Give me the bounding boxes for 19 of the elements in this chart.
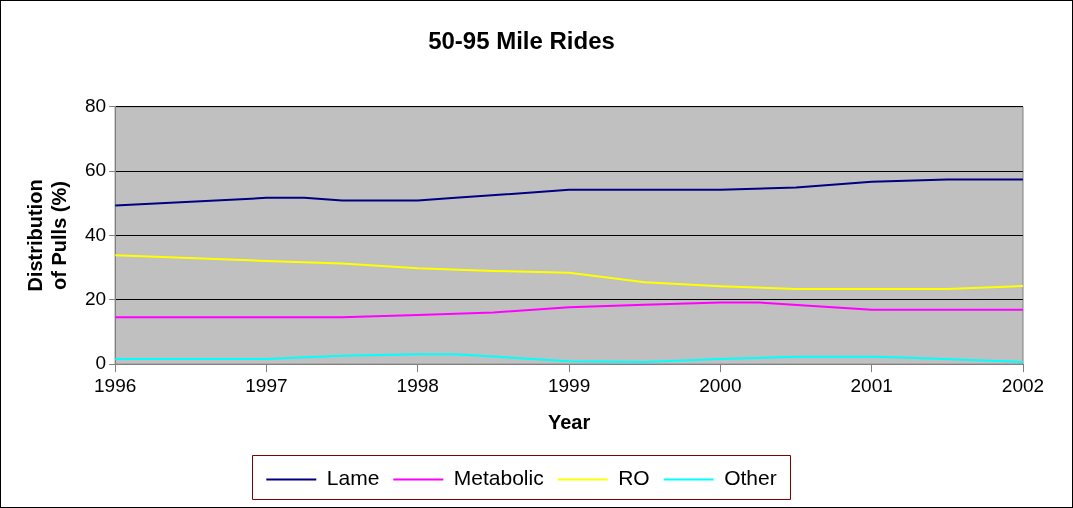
y-tick-label: 80 [84,95,107,117]
y-tick-label: 0 [95,352,107,374]
chart-title: 50-95 Mile Rides [428,27,615,55]
y-tick-label: 60 [84,159,107,181]
x-tick-label: 2002 [1001,374,1045,396]
y-tick-label: 40 [84,223,107,245]
x-tick-label: 1997 [245,374,288,396]
y-tick-label: 20 [84,288,107,310]
legend-label: Lame [326,466,380,490]
x-tick-label: 2001 [850,374,893,396]
x-tick-label: 2000 [699,374,742,396]
x-tick-label: 1996 [93,374,137,396]
x-tick-label: 1999 [547,374,591,396]
legend-label: Metabolic [453,466,544,490]
y-axis-title: Distribution of Pulls (%) [23,179,70,292]
x-tick-label: 1998 [396,374,439,396]
legend-label: RO [618,466,650,490]
legend-label: Other [724,466,777,490]
x-axis-title: Year [547,410,591,433]
